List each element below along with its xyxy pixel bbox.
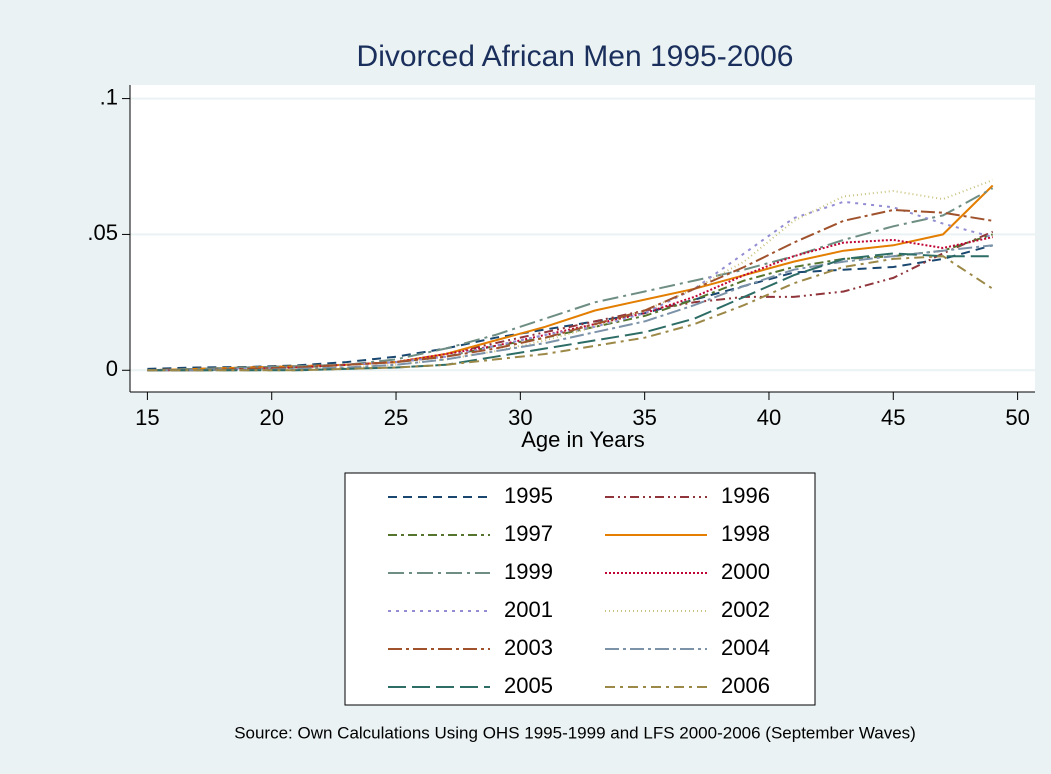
x-tick-label: 35 (632, 405, 656, 430)
legend-label: 1997 (504, 521, 553, 546)
plot-area (130, 85, 1035, 392)
x-tick-label: 15 (135, 405, 159, 430)
series-line (147, 208, 993, 372)
series-line (147, 184, 994, 372)
legend-label: 1995 (504, 483, 553, 508)
legend-label: 2006 (721, 673, 770, 698)
x-tick-label: 25 (384, 405, 408, 430)
series-line (147, 244, 993, 372)
y-tick-label: 0 (106, 356, 118, 381)
x-tick-label: 20 (259, 405, 283, 430)
legend-label: 2001 (504, 597, 553, 622)
series-line (147, 187, 994, 372)
legend-label: 2004 (721, 635, 770, 660)
series-line (147, 255, 994, 372)
source-note: Source: Own Calculations Using OHS 1995-… (234, 723, 916, 742)
legend-label: 1998 (721, 521, 770, 546)
legend-label: 1996 (721, 483, 770, 508)
series-line (147, 236, 993, 372)
chart-title: Divorced African Men 1995-2006 (357, 40, 794, 73)
x-axis-label: Age in Years (521, 427, 645, 452)
x-tick-label: 45 (881, 405, 905, 430)
legend-label: 2003 (504, 635, 553, 660)
x-tick-label: 50 (1005, 405, 1029, 430)
legend (344, 472, 816, 706)
x-tick-label: 30 (508, 405, 532, 430)
legend-label: 2002 (721, 597, 770, 622)
x-tick-label: 40 (757, 405, 781, 430)
series-line (147, 179, 994, 372)
legend-label: 1999 (504, 559, 553, 584)
y-tick-label: .05 (87, 220, 118, 245)
series-line (147, 252, 993, 372)
y-tick-label: .1 (100, 84, 118, 109)
legend-label: 2005 (504, 673, 553, 698)
series-line (147, 230, 994, 372)
legend-label: 2000 (721, 559, 770, 584)
